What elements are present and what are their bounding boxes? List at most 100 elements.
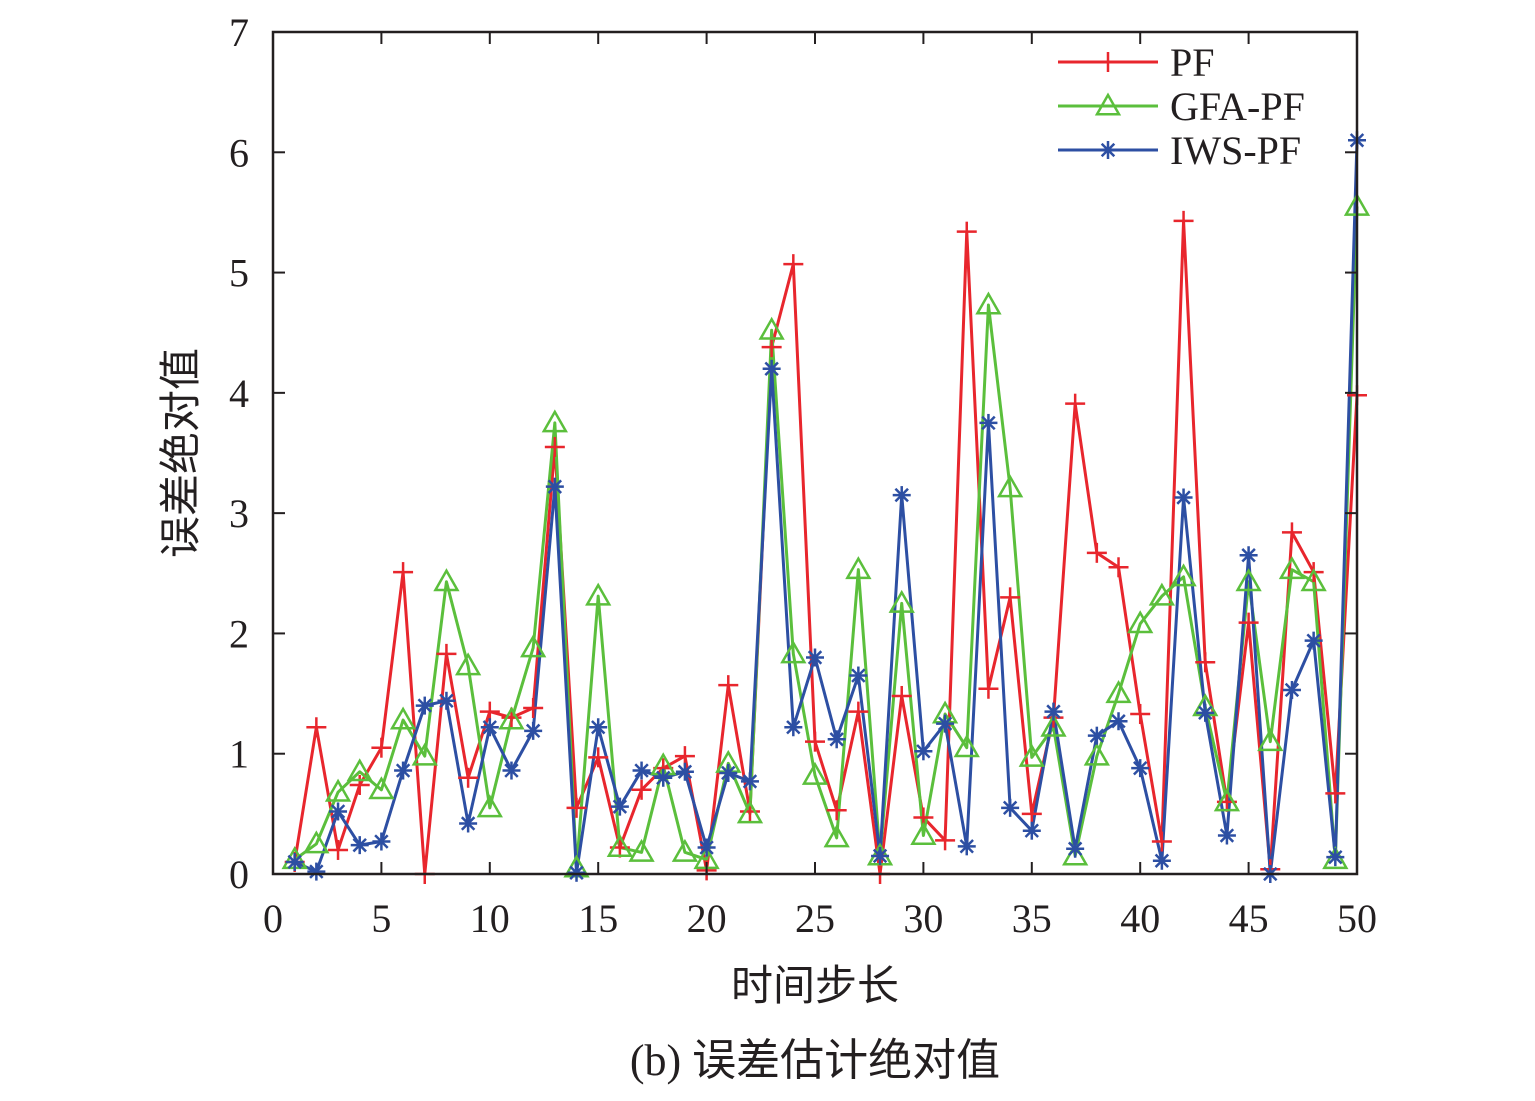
y-tick-label: 2 [229,611,249,656]
data-point-gfa-pf [758,316,785,340]
data-point-iws-pf [654,768,673,787]
data-point-gfa-pf [324,778,352,802]
data-point-iws-pf [632,761,651,780]
x-tick-label: 20 [687,896,727,941]
y-tick-label: 7 [229,10,249,55]
data-point-iws-pf [892,486,911,505]
x-axis-label: 时间步长 [731,964,899,1010]
x-tick-label: 0 [263,896,283,941]
data-point-iws-pf [350,836,369,855]
data-point-gfa-pf [888,589,915,613]
x-tick-label: 10 [470,896,510,941]
data-point-iws-pf [1066,839,1085,858]
x-tick-label: 15 [578,896,618,941]
data-point-iws-pf [871,846,890,865]
data-point-gfa-pf [433,568,460,592]
data-point-pf [1065,393,1086,414]
y-tick-label: 6 [229,130,249,175]
data-point-gfa-pf [1018,743,1045,767]
x-tick-label: 30 [903,896,943,941]
x-tick-label: 40 [1120,896,1160,941]
data-point-iws-pf [1217,826,1236,845]
data-point-iws-pf [394,761,413,780]
data-point-gfa-pf [1148,582,1176,606]
data-point-gfa-pf [606,834,634,858]
data-point-iws-pf [524,721,543,740]
data-point-pf [631,779,652,800]
data-point-iws-pf [806,648,824,667]
data-point-gfa-pf [996,474,1024,498]
data-point-pf [393,562,414,583]
data-point-iws-pf [1282,680,1301,699]
data-point-gfa-pf [1300,568,1327,592]
data-point-gfa-pf [1127,610,1154,634]
data-point-gfa-pf [1278,556,1306,580]
data-point-gfa-pf [671,838,699,862]
data-point-pf [718,675,739,696]
data-point-pf [523,698,544,719]
data-point-gfa-pf [454,652,482,676]
data-point-pf [1238,612,1259,633]
data-point-iws-pf [1087,726,1106,745]
y-axis-label: 误差绝对值 [158,348,205,558]
series-line-pf [293,219,1359,876]
legend-marker-pf [1098,52,1118,72]
data-point-iws-pf [589,718,608,737]
data-point-iws-pf [1001,798,1020,817]
data-point-iws-pf [914,742,933,761]
data-point-pf [588,747,609,768]
data-point-iws-pf [1044,702,1063,721]
data-point-pf [544,436,565,457]
data-point-iws-pf [936,714,955,733]
y-tick-label: 0 [229,852,249,897]
series-line-iws-pf [294,140,1359,876]
legend-label-iws-pf: IWS-PF [1170,128,1301,173]
data-point-gfa-pf [411,742,438,766]
data-point-iws-pf [502,761,521,780]
data-point-pf [436,643,457,664]
legend-marker-gfa-pf [1094,92,1122,116]
data-point-gfa-pf [845,556,872,580]
data-point-gfa-pf [975,291,1002,315]
data-point-pf [328,839,349,860]
data-point-iws-pf [1239,546,1258,565]
data-point-pf [826,800,847,821]
data-point-iws-pf [784,718,803,737]
data-point-iws-pf [307,862,326,881]
chart-caption: (b) 误差估计绝对值 [630,1036,1000,1085]
x-tick-label: 35 [1012,896,1052,941]
data-point-pf [935,830,956,851]
data-point-pf [1086,542,1107,563]
data-point-pf [956,221,977,242]
data-point-pf [805,731,825,752]
y-tick-label: 4 [229,371,249,416]
data-point-pf [761,337,782,358]
data-point-iws-pf [849,666,868,685]
data-point-pf [1195,652,1216,673]
data-point-iws-pf [459,814,478,833]
data-point-gfa-pf [1040,713,1067,737]
data-point-pf [1281,522,1302,543]
axis-ticks-group [272,31,1358,875]
data-point-pf [891,685,912,706]
data-point-gfa-pf [801,761,829,785]
data-point-pf [1130,704,1151,725]
data-point-pf [783,254,804,275]
y-tick-label: 5 [229,251,249,296]
x-tick-label: 25 [795,896,835,941]
data-point-gfa-pf [628,838,655,862]
data-point-pf [1173,210,1194,231]
data-point-gfa-pf [1257,728,1284,752]
data-point-iws-pf [285,852,304,871]
data-point-iws-pf [719,763,738,782]
data-point-gfa-pf [1235,568,1262,592]
data-point-pf [566,797,587,818]
data-point-iws-pf [1152,851,1171,870]
y-tick-label: 1 [229,732,249,777]
x-tick-label: 5 [371,896,391,941]
data-point-gfa-pf [953,734,980,758]
data-point-iws-pf [827,730,846,749]
